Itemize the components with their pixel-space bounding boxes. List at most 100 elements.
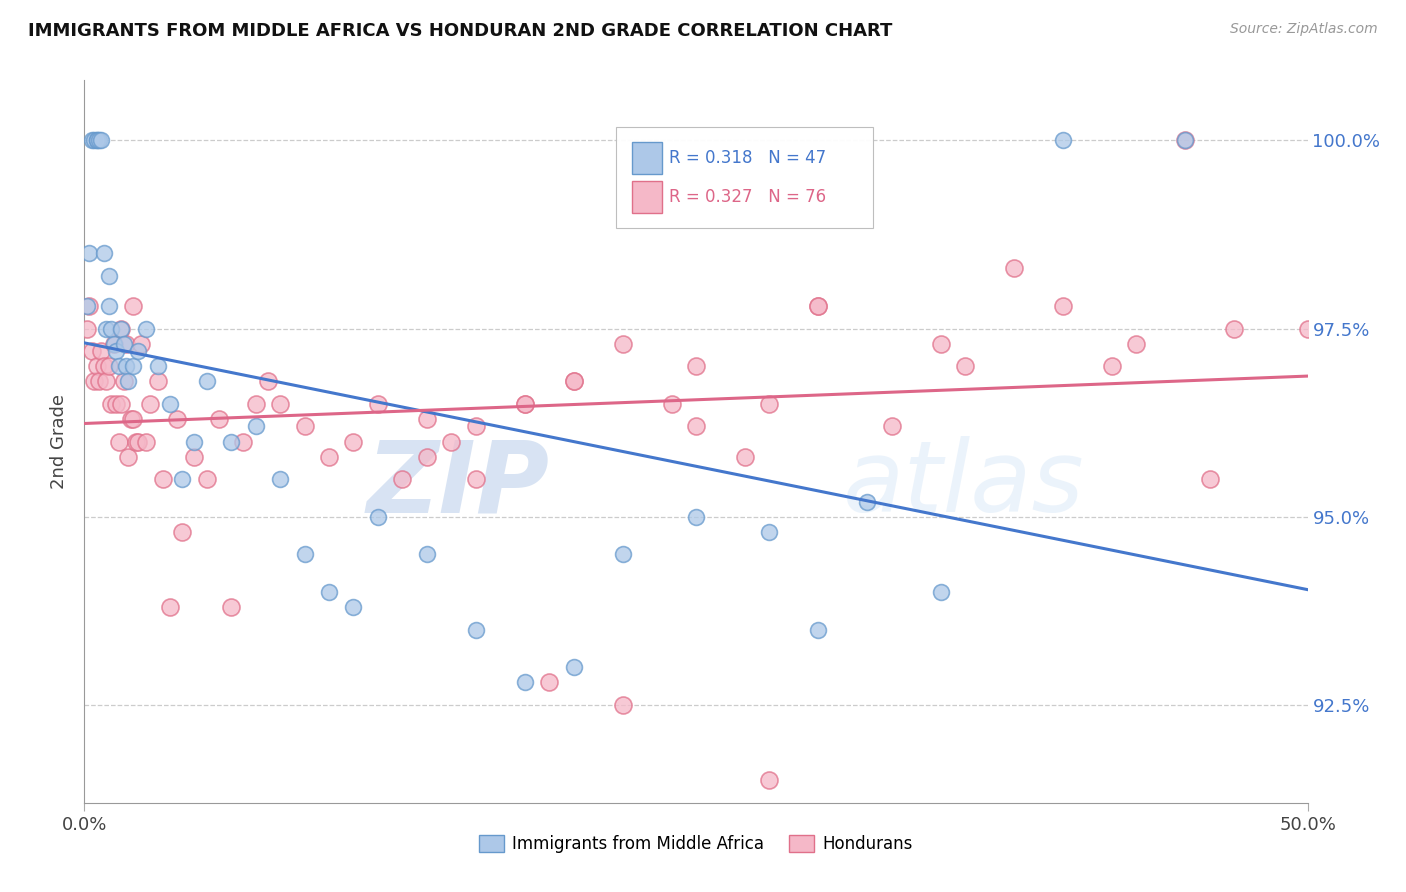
Point: [129, 336, 152, 351]
Point: [107, 359, 129, 374]
Point: [1002, 261, 1025, 276]
Point: [219, 434, 242, 449]
Point: [1052, 133, 1074, 147]
Point: [416, 412, 439, 426]
Point: [112, 374, 135, 388]
Point: [86, 359, 108, 374]
Point: [856, 494, 879, 508]
Point: [83, 133, 105, 147]
Point: [208, 412, 231, 426]
Point: [464, 419, 486, 434]
Point: [122, 299, 145, 313]
Point: [661, 397, 683, 411]
Point: [464, 472, 486, 486]
Point: [245, 419, 267, 434]
Point: [159, 600, 181, 615]
Point: [87, 133, 110, 147]
Point: [1223, 321, 1246, 335]
Point: [685, 359, 707, 374]
FancyBboxPatch shape: [633, 181, 662, 213]
Point: [758, 773, 780, 788]
Point: [538, 675, 561, 690]
Point: [97, 268, 120, 283]
Point: [1198, 472, 1220, 486]
Point: [117, 374, 139, 388]
Point: [120, 412, 142, 426]
Point: [257, 374, 280, 388]
Point: [929, 336, 952, 351]
Point: [87, 374, 110, 388]
Point: [97, 359, 120, 374]
Point: [367, 397, 389, 411]
Point: [513, 675, 536, 690]
Point: [183, 450, 205, 464]
Point: [139, 397, 162, 411]
Point: [97, 299, 120, 313]
Point: [1296, 321, 1319, 335]
Point: [152, 472, 174, 486]
Point: [127, 344, 149, 359]
Point: [342, 600, 364, 615]
Point: [318, 450, 340, 464]
Point: [1174, 133, 1197, 147]
Point: [416, 450, 439, 464]
Point: [117, 450, 139, 464]
Text: R = 0.318   N = 47: R = 0.318 N = 47: [669, 149, 827, 168]
Point: [219, 600, 242, 615]
Point: [86, 133, 108, 147]
Point: [464, 623, 486, 637]
Point: [146, 374, 169, 388]
Point: [110, 321, 132, 335]
Point: [612, 548, 634, 562]
Point: [80, 344, 103, 359]
Point: [80, 133, 103, 147]
Point: [96, 321, 118, 335]
Point: [440, 434, 463, 449]
Point: [83, 374, 105, 388]
Point: [105, 397, 128, 411]
Point: [195, 472, 218, 486]
Point: [880, 419, 903, 434]
Point: [159, 397, 181, 411]
Point: [807, 623, 830, 637]
Point: [96, 374, 118, 388]
Point: [1052, 299, 1074, 313]
Point: [115, 336, 138, 351]
Point: [100, 321, 122, 335]
Text: ZIP: ZIP: [366, 436, 550, 533]
Legend: Immigrants from Middle Africa, Hondurans: Immigrants from Middle Africa, Hondurans: [472, 828, 920, 860]
Point: [103, 336, 125, 351]
Point: [562, 660, 585, 674]
Point: [90, 344, 112, 359]
Point: [513, 397, 536, 411]
Point: [734, 450, 756, 464]
Point: [77, 299, 100, 313]
Point: [76, 299, 98, 313]
Point: [294, 548, 316, 562]
Point: [107, 434, 129, 449]
Point: [112, 336, 135, 351]
Point: [807, 299, 830, 313]
Point: [183, 434, 205, 449]
Point: [562, 374, 585, 388]
Point: [90, 133, 112, 147]
Point: [166, 412, 188, 426]
Point: [612, 698, 634, 712]
Text: Source: ZipAtlas.com: Source: ZipAtlas.com: [1230, 22, 1378, 37]
Point: [105, 344, 128, 359]
Point: [391, 472, 413, 486]
Point: [1125, 336, 1147, 351]
Point: [110, 321, 132, 335]
Point: [103, 336, 125, 351]
Point: [146, 359, 169, 374]
Point: [127, 434, 149, 449]
Point: [1101, 359, 1123, 374]
Point: [135, 434, 157, 449]
Point: [513, 397, 536, 411]
Point: [367, 509, 389, 524]
Text: R = 0.327   N = 76: R = 0.327 N = 76: [669, 188, 827, 206]
Point: [77, 246, 100, 260]
Point: [685, 509, 707, 524]
Point: [562, 374, 585, 388]
Point: [232, 434, 254, 449]
